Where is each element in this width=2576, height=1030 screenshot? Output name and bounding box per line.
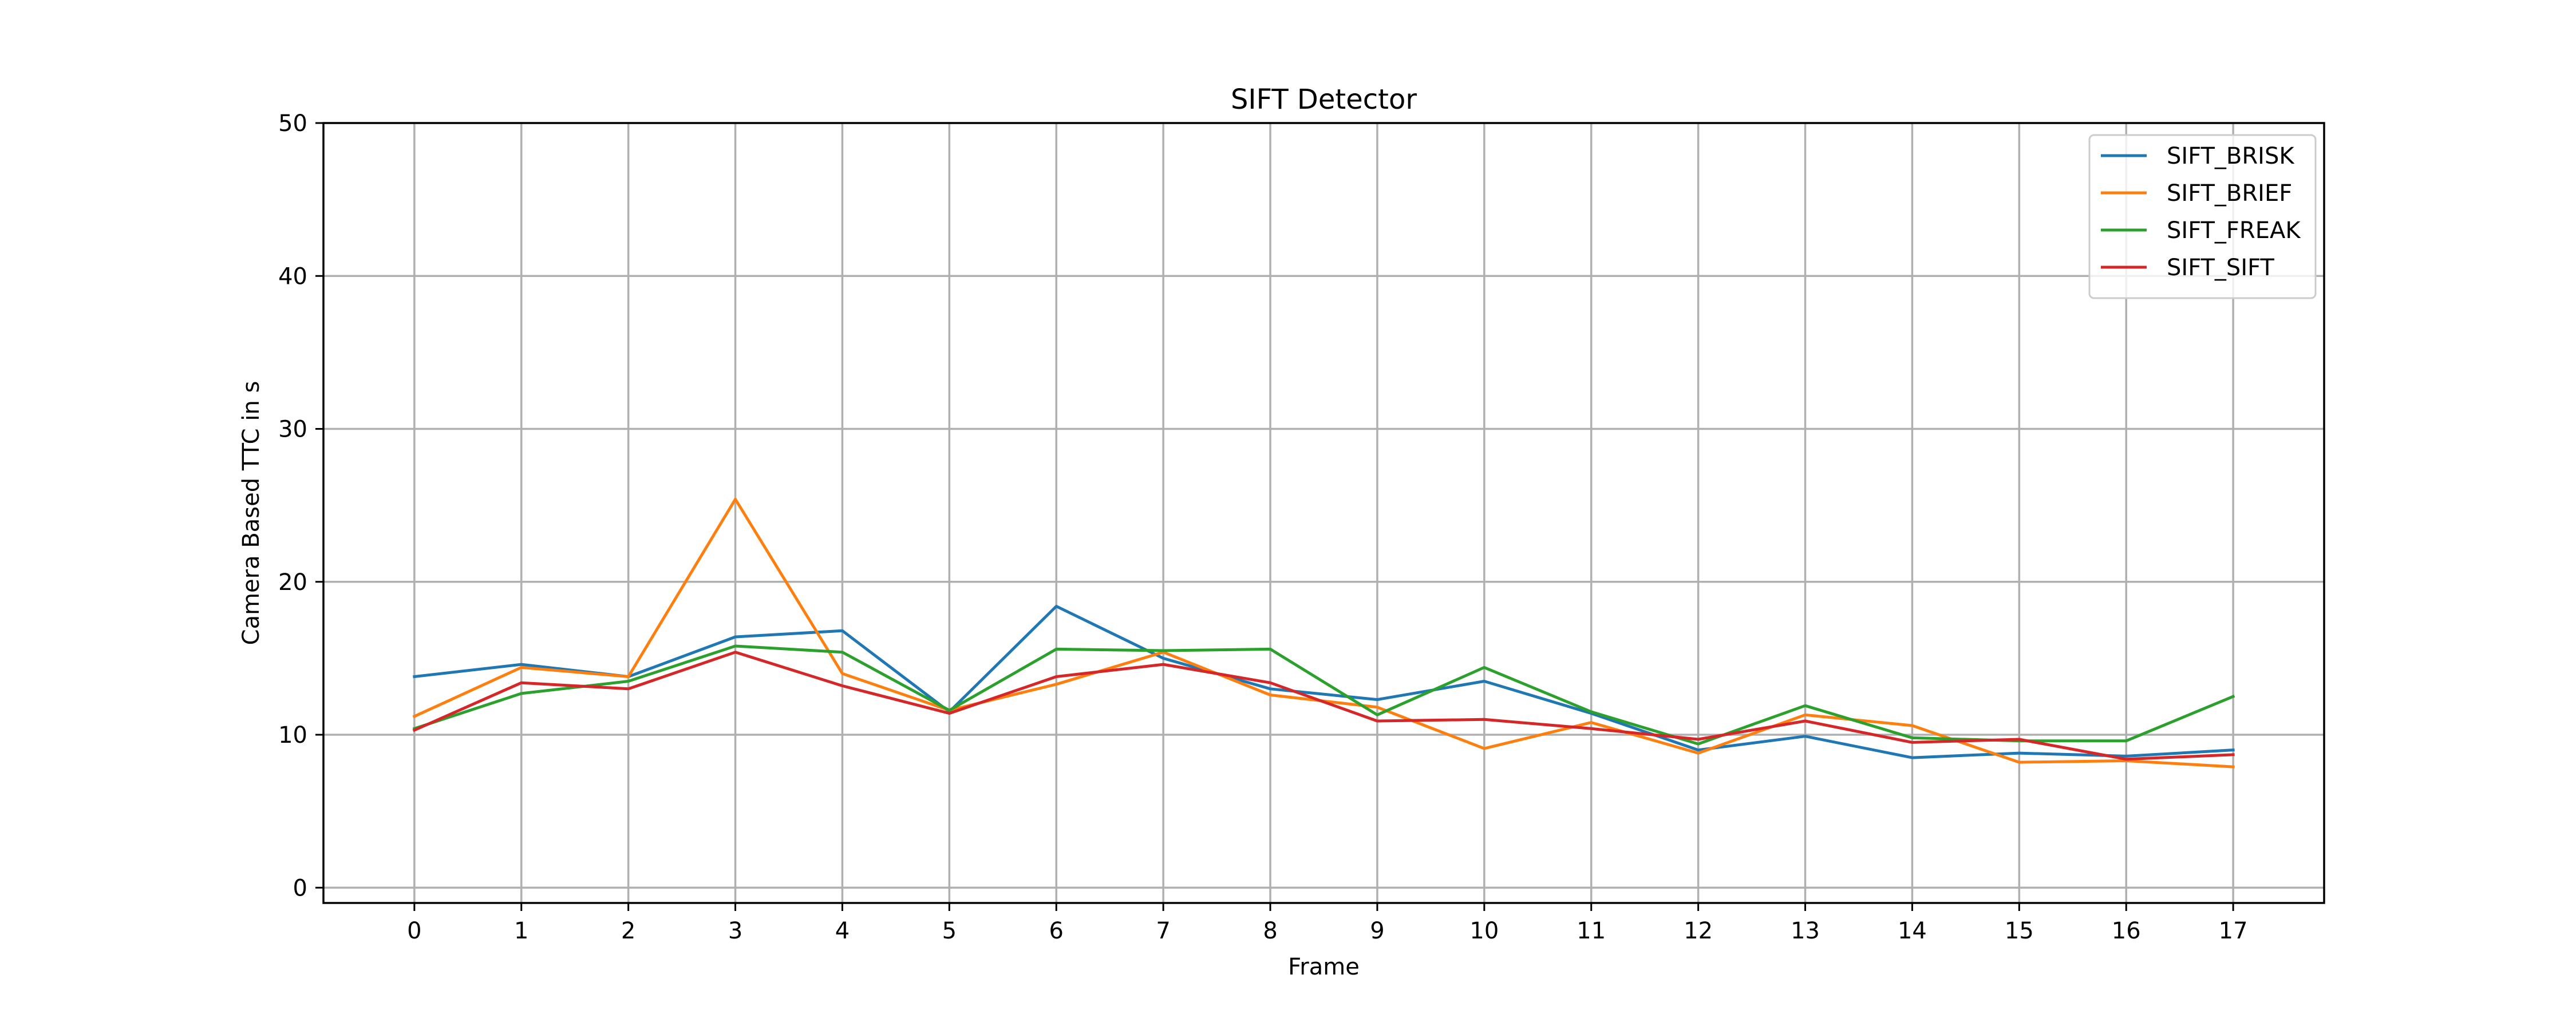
x-tick-label: 0 xyxy=(407,918,421,944)
x-tick-label: 14 xyxy=(1898,918,1927,944)
x-axis-ticks: 0 1 2 3 4 5 6 7 8 9 10 11 12 13 14 15 16 17 xyxy=(407,903,2248,944)
series-lines xyxy=(412,497,2235,768)
legend: SIFT_BRISK SIFT_BRIEF SIFT_FREAK SIFT_SIFT xyxy=(2088,134,2317,299)
y-tick-label: 30 xyxy=(278,417,307,443)
x-tick-label: 4 xyxy=(835,918,850,944)
x-tick-label: 12 xyxy=(1684,918,1713,944)
legend-label: SIFT_BRIEF xyxy=(2167,180,2292,207)
y-axis-label: Camera Based TTC in s xyxy=(238,381,264,645)
series-line-sift-brisk xyxy=(413,605,2235,759)
chart-title: SIFT Detector xyxy=(1231,84,1417,116)
legend-label: SIFT_SIFT xyxy=(2167,255,2274,281)
x-axis-label: Frame xyxy=(1288,954,1360,980)
legend-label: SIFT_FREAK xyxy=(2167,217,2301,244)
legend-box xyxy=(2088,134,2317,299)
x-tick-label: 11 xyxy=(1577,918,1606,944)
x-tick-label: 17 xyxy=(2219,918,2248,944)
plot-frame xyxy=(322,122,2325,904)
x-tick-label: 8 xyxy=(1263,918,1277,944)
series-line-sift-sift xyxy=(412,651,2235,761)
x-tick-label: 1 xyxy=(514,918,528,944)
x-tick-label: 15 xyxy=(2005,918,2034,944)
y-tick-label: 0 xyxy=(293,875,307,901)
x-tick-label: 10 xyxy=(1469,918,1499,944)
x-tick-label: 6 xyxy=(1049,918,1064,944)
x-tick-label: 5 xyxy=(942,918,957,944)
x-tick-label: 13 xyxy=(1791,918,1820,944)
x-tick-label: 2 xyxy=(621,918,635,944)
series-line-sift-freak xyxy=(412,644,2235,746)
legend-label: SIFT_BRISK xyxy=(2167,143,2295,169)
x-tick-label: 9 xyxy=(1370,918,1384,944)
y-axis-ticks: 0 10 20 30 40 50 xyxy=(278,110,323,901)
y-tick-label: 50 xyxy=(278,110,307,137)
y-tick-label: 20 xyxy=(278,569,307,596)
x-tick-label: 16 xyxy=(2112,918,2141,944)
y-tick-label: 10 xyxy=(278,722,307,748)
x-tick-label: 3 xyxy=(728,918,742,944)
y-tick-label: 40 xyxy=(278,263,307,290)
x-tick-label: 7 xyxy=(1156,918,1170,944)
